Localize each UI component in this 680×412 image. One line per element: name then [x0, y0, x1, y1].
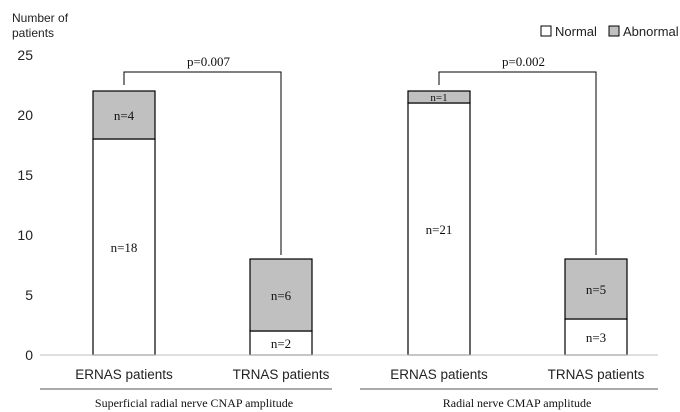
significance-brackets: p=0.007 p=0.002 — [123, 54, 597, 255]
y-tick-label: 15 — [17, 167, 33, 183]
legend-swatch-abnormal — [608, 25, 620, 37]
data-label: n=4 — [114, 108, 135, 123]
legend: Normal Abnormal — [540, 24, 679, 39]
bar-segment-abnormal — [92, 90, 156, 140]
y-axis-ticks: 0 5 10 15 20 25 — [17, 47, 33, 363]
category-label: TRNAS patients — [548, 367, 645, 382]
data-label: n=2 — [271, 336, 291, 351]
data-label: n=6 — [271, 288, 292, 303]
legend-swatch-normal — [540, 25, 552, 37]
bracket-line — [438, 71, 597, 255]
data-label: n=21 — [426, 222, 453, 237]
y-axis-title: Number of patients — [12, 11, 71, 40]
bar-segment-normal — [407, 102, 471, 356]
category-label: ERNAS patients — [75, 367, 173, 382]
y-tick-label: 0 — [25, 347, 33, 363]
data-label: n=3 — [586, 330, 606, 345]
bar-segment-abnormal — [249, 258, 313, 332]
data-label: n=18 — [111, 240, 138, 255]
group-title: Radial nerve CMAP amplitude — [443, 396, 592, 410]
y-axis-title-line-2: patients — [12, 26, 54, 40]
y-tick-label: 25 — [17, 47, 33, 63]
y-axis-title-line-1: Number of — [12, 11, 69, 25]
y-tick-label: 5 — [25, 287, 33, 303]
legend-label-abnormal: Abnormal — [623, 24, 679, 39]
group-title: Superficial radial nerve CNAP amplitude — [95, 396, 293, 410]
y-tick-label: 20 — [17, 107, 33, 123]
p-value-label: p=0.007 — [187, 54, 231, 69]
category-label: TRNAS patients — [233, 367, 330, 382]
category-label: ERNAS patients — [390, 367, 488, 382]
bars-layer: n=18 n=4 n=2 n=6 n=21 n=1 n=3 n=5 — [92, 90, 628, 356]
bracket-line — [123, 71, 282, 255]
bar-segment-abnormal — [407, 90, 471, 104]
p-value-label: p=0.002 — [502, 54, 545, 69]
data-label: n=5 — [586, 282, 606, 297]
bar-segment-abnormal — [564, 258, 628, 320]
y-tick-label: 10 — [17, 227, 33, 243]
legend-label-normal: Normal — [555, 24, 597, 39]
data-label: n=1 — [430, 92, 447, 104]
x-axis: ERNAS patients TRNAS patients Superficial … — [40, 354, 658, 410]
bar-segment-normal — [92, 138, 156, 356]
